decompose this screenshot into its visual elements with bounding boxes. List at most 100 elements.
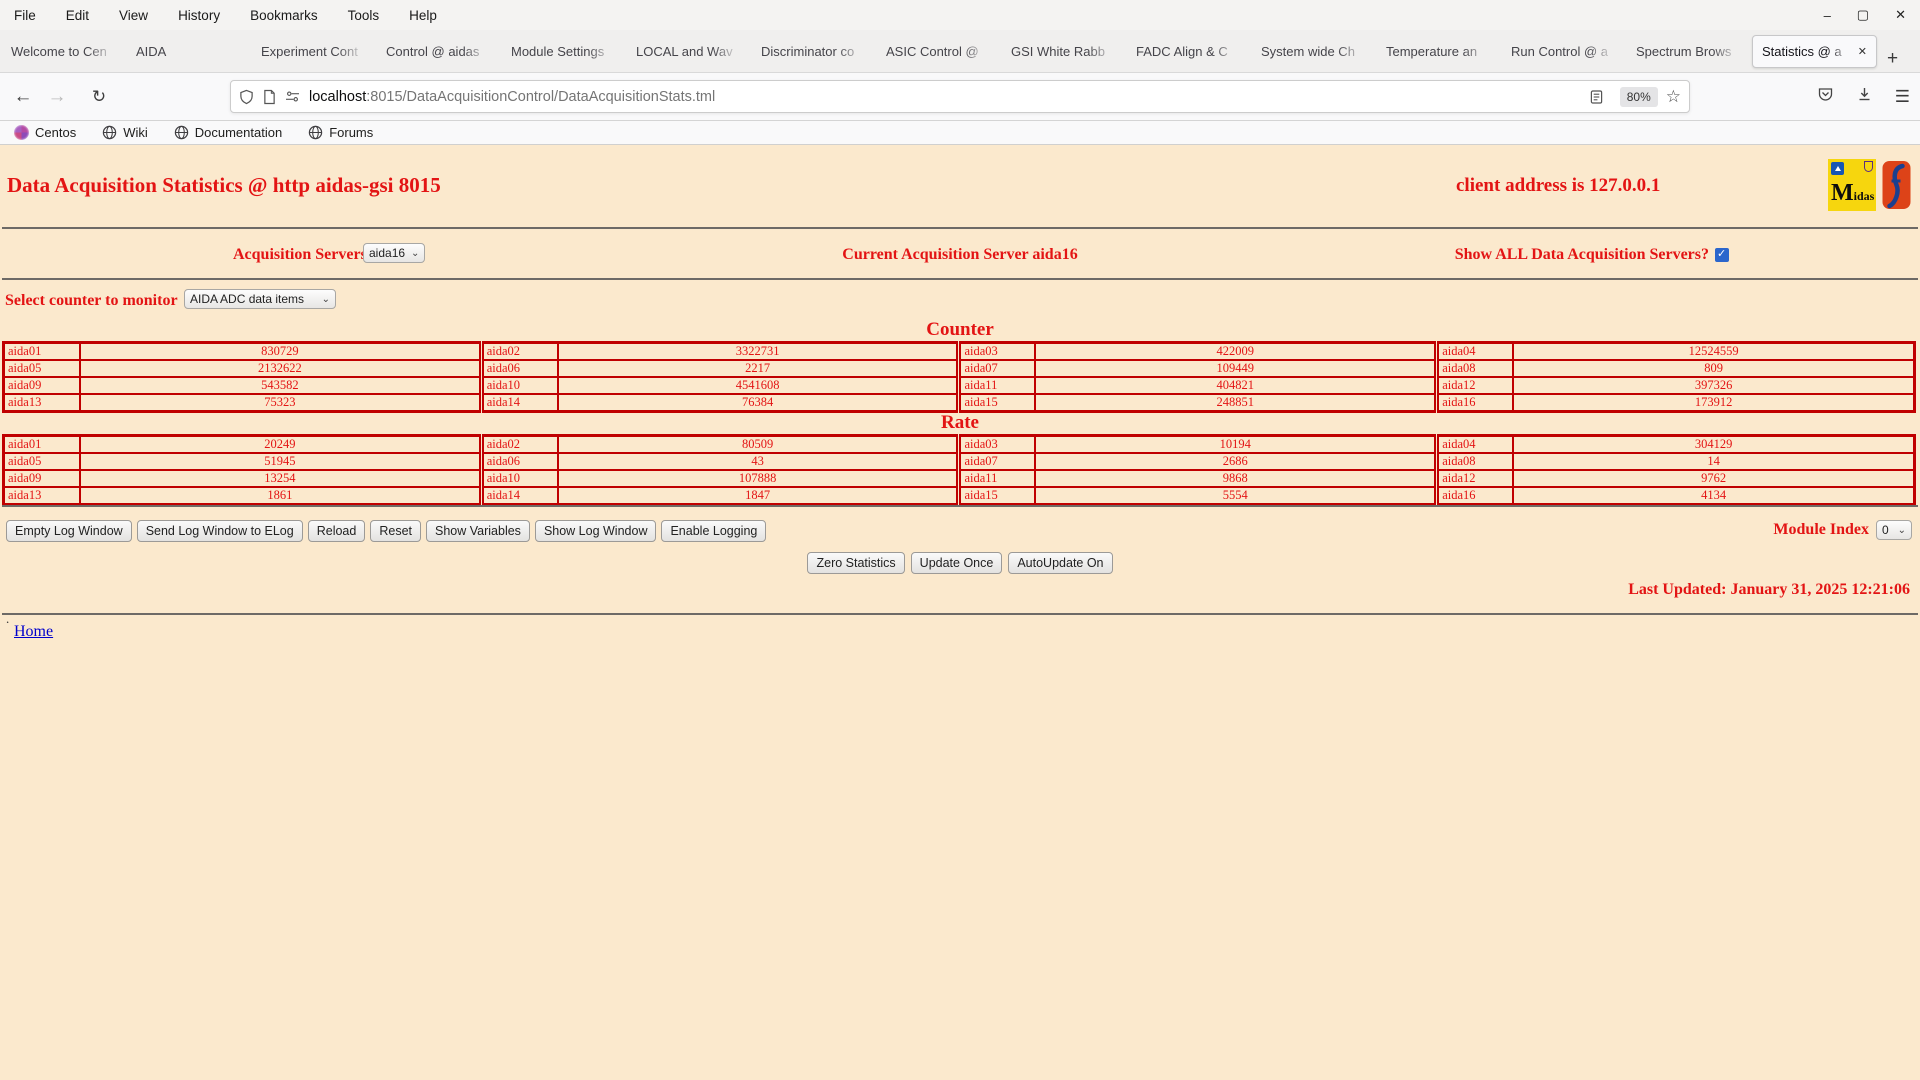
tab-close-icon[interactable]: ✕ (1857, 46, 1867, 58)
menu-bookmarks[interactable]: Bookmarks (250, 7, 318, 23)
send-log-window-to-elog-button[interactable]: Send Log Window to ELog (136, 520, 303, 542)
last-updated-text: Last Updated: January 31, 2025 12:21:06 (1628, 581, 1910, 598)
tab-label: GSI White Rabb (1011, 44, 1105, 59)
module-index-selected-value: 0 (1882, 523, 1889, 537)
menu-bar: File Edit View History Bookmarks Tools Help – … (0, 0, 1920, 30)
tab-label: Welcome to Cen (11, 44, 107, 59)
url-text[interactable]: localhost:8015/DataAcquisitionControl/Da… (309, 89, 1590, 105)
bookmark-forums[interactable]: Forums (308, 125, 373, 140)
reader-mode-icon[interactable] (1590, 89, 1603, 105)
update-once-button[interactable]: Update Once (910, 552, 1003, 574)
minimize-icon[interactable]: – (1823, 7, 1831, 23)
table-row: aida13 1861 aida14 1847 aida15 5554 aida16 4134 (2, 486, 1916, 506)
autoupdate-on-button[interactable]: AutoUpdate On (1008, 552, 1113, 574)
tab-9[interactable]: FADC Align & C (1127, 35, 1252, 68)
menu-view[interactable]: View (119, 7, 149, 23)
reload-icon[interactable]: ↻ (91, 86, 107, 106)
menu-edit[interactable]: Edit (65, 7, 90, 23)
channel-name: aida03 (957, 434, 1037, 454)
show-log-window-button[interactable]: Show Log Window (534, 520, 657, 542)
table-row: aida09 543582 aida10 4541608 aida11 404821 aid… (2, 376, 1916, 395)
tab-7[interactable]: ASIC Control @ (877, 35, 1002, 68)
log-buttons: Empty Log Window Send Log Window to ELog R… (6, 520, 767, 542)
rate-table: aida01 20249 aida02 80509 aida03 10194 aida04 3… (2, 434, 1916, 506)
bookmark-wiki[interactable]: Wiki (102, 125, 148, 140)
new-tab-button[interactable]: + (1887, 48, 1899, 69)
page-icon[interactable] (263, 89, 276, 105)
tab-0[interactable]: Welcome to Cen (2, 35, 127, 68)
channel-value: 14 (1512, 452, 1916, 471)
menu-file[interactable]: File (14, 7, 36, 23)
downloads-icon[interactable] (1856, 86, 1873, 107)
menu-history[interactable]: History (178, 7, 221, 23)
url-path: :8015/DataAcquisitionControl/DataAcquisi… (366, 88, 716, 105)
tab-2[interactable]: Experiment Cont (252, 35, 377, 68)
table-row: aida01 830729 aida02 3322731 aida03 422009 aid… (2, 341, 1916, 361)
module-index-select[interactable]: 0 ⌄ (1876, 520, 1912, 540)
bookmark-star-icon[interactable]: ☆ (1665, 86, 1681, 106)
midas-logo[interactable]: Midas (1828, 159, 1876, 211)
channel-name: aida06 (480, 359, 559, 378)
channel-value: 830729 (78, 341, 484, 361)
window-controls: – ▢ ✕ (1824, 0, 1906, 30)
channel-name: aida08 (1435, 359, 1515, 378)
tab-4[interactable]: Module Settings (502, 35, 627, 68)
acquisition-server-select[interactable]: aida16 ⌄ (363, 243, 426, 263)
channel-value: 2686 (1034, 452, 1440, 471)
pocket-icon[interactable] (1817, 86, 1834, 107)
tab-bar: Welcome to Cen AIDA Experiment Cont Control… (0, 30, 1920, 72)
channel-value: 173912 (1512, 393, 1916, 413)
show-all-servers-checkbox[interactable] (1715, 247, 1729, 262)
menu-help[interactable]: Help (409, 7, 437, 23)
permissions-icon[interactable] (285, 90, 300, 103)
forward-icon[interactable]: → (47, 85, 67, 107)
channel-value: 12524559 (1512, 341, 1916, 361)
bookmark-centos[interactable]: Centos (14, 125, 76, 140)
url-host: localhost (309, 88, 367, 105)
reload-button[interactable]: Reload (307, 520, 366, 542)
tab-active[interactable]: Statistics @ a ✕ (1752, 35, 1877, 68)
channel-name: aida04 (1435, 341, 1515, 361)
tab-11[interactable]: Temperature an (1377, 35, 1502, 68)
counter-monitor-select[interactable]: AIDA ADC data items ⌄ (184, 289, 336, 309)
channel-name: aida11 (957, 376, 1037, 395)
tab-10[interactable]: System wide Ch (1252, 35, 1377, 68)
empty-log-window-button[interactable]: Empty Log Window (6, 520, 132, 542)
tab-3[interactable]: Control @ aidas (377, 35, 502, 68)
navigation-bar: ← → ↻ localhost:8015/DataAcquisitionCont… (0, 72, 1920, 121)
menu-tools[interactable]: Tools (347, 7, 380, 23)
channel-value: 76384 (556, 393, 962, 413)
url-bar[interactable]: localhost:8015/DataAcquisitionControl/Da… (230, 80, 1690, 113)
tab-label: Run Control @ a (1511, 44, 1609, 59)
bookmark-documentation[interactable]: Documentation (174, 125, 282, 140)
channel-name: aida05 (2, 452, 81, 471)
channel-name: aida02 (480, 341, 559, 361)
tab-1[interactable]: AIDA (127, 35, 252, 68)
channel-value: 397326 (1512, 376, 1916, 395)
globe-icon (308, 125, 323, 140)
tab-5[interactable]: LOCAL and Wav (627, 35, 752, 68)
home-link[interactable]: Home (14, 623, 54, 640)
tab-6[interactable]: Discriminator co (752, 35, 877, 68)
counter-monitor-row: Select counter to monitor AIDA ADC data … (0, 289, 1920, 315)
close-icon[interactable]: ✕ (1895, 7, 1906, 22)
tab-label: FADC Align & C (1136, 44, 1228, 59)
back-icon[interactable]: ← (13, 85, 33, 107)
fair-logo[interactable] (1881, 159, 1912, 216)
channel-name: aida13 (2, 393, 81, 413)
zero-statistics-button[interactable]: Zero Statistics (807, 552, 905, 574)
tab-label: Statistics @ a (1762, 44, 1842, 59)
tab-12[interactable]: Run Control @ a (1502, 35, 1627, 68)
current-server-text: Current Acquisition Server aida16 (842, 246, 1078, 263)
shield-icon[interactable] (239, 89, 254, 105)
show-variables-button[interactable]: Show Variables (426, 520, 530, 542)
hamburger-menu-icon[interactable]: ☰ (1894, 86, 1910, 106)
reset-button[interactable]: Reset (370, 520, 421, 542)
maximize-icon[interactable]: ▢ (1856, 7, 1870, 22)
zoom-level-badge[interactable]: 80% (1619, 86, 1658, 107)
logos: Midas (1828, 159, 1912, 216)
enable-logging-button[interactable]: Enable Logging (661, 520, 767, 542)
tab-13[interactable]: Spectrum Brows (1627, 35, 1752, 68)
channel-name: aida14 (480, 393, 559, 413)
tab-8[interactable]: GSI White Rabb (1002, 35, 1127, 68)
